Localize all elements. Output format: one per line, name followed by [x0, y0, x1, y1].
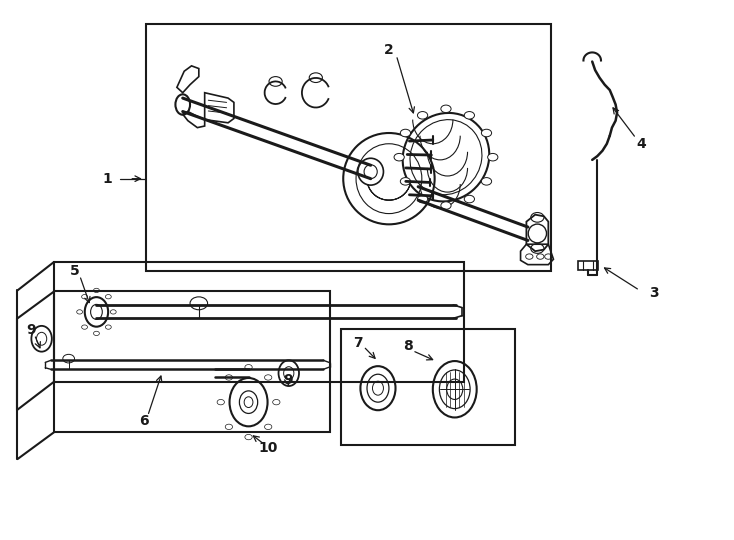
Text: 2: 2 — [384, 43, 394, 57]
Circle shape — [418, 195, 428, 203]
Text: 5: 5 — [70, 264, 79, 278]
Circle shape — [482, 178, 492, 185]
Text: 6: 6 — [139, 415, 149, 429]
Text: 9: 9 — [283, 373, 293, 387]
Text: 4: 4 — [636, 137, 646, 151]
Circle shape — [487, 153, 498, 161]
Text: 1: 1 — [103, 172, 112, 186]
Text: 3: 3 — [650, 286, 659, 300]
Circle shape — [464, 195, 474, 203]
Circle shape — [394, 153, 404, 161]
Text: 10: 10 — [258, 441, 278, 455]
Text: 7: 7 — [352, 335, 363, 349]
Circle shape — [418, 112, 428, 119]
Circle shape — [441, 202, 451, 210]
Circle shape — [400, 178, 410, 185]
Circle shape — [482, 129, 492, 137]
Ellipse shape — [175, 94, 190, 114]
Circle shape — [441, 105, 451, 113]
Text: 9: 9 — [26, 323, 35, 337]
Circle shape — [400, 129, 410, 137]
Text: 8: 8 — [403, 339, 413, 353]
Circle shape — [464, 112, 474, 119]
